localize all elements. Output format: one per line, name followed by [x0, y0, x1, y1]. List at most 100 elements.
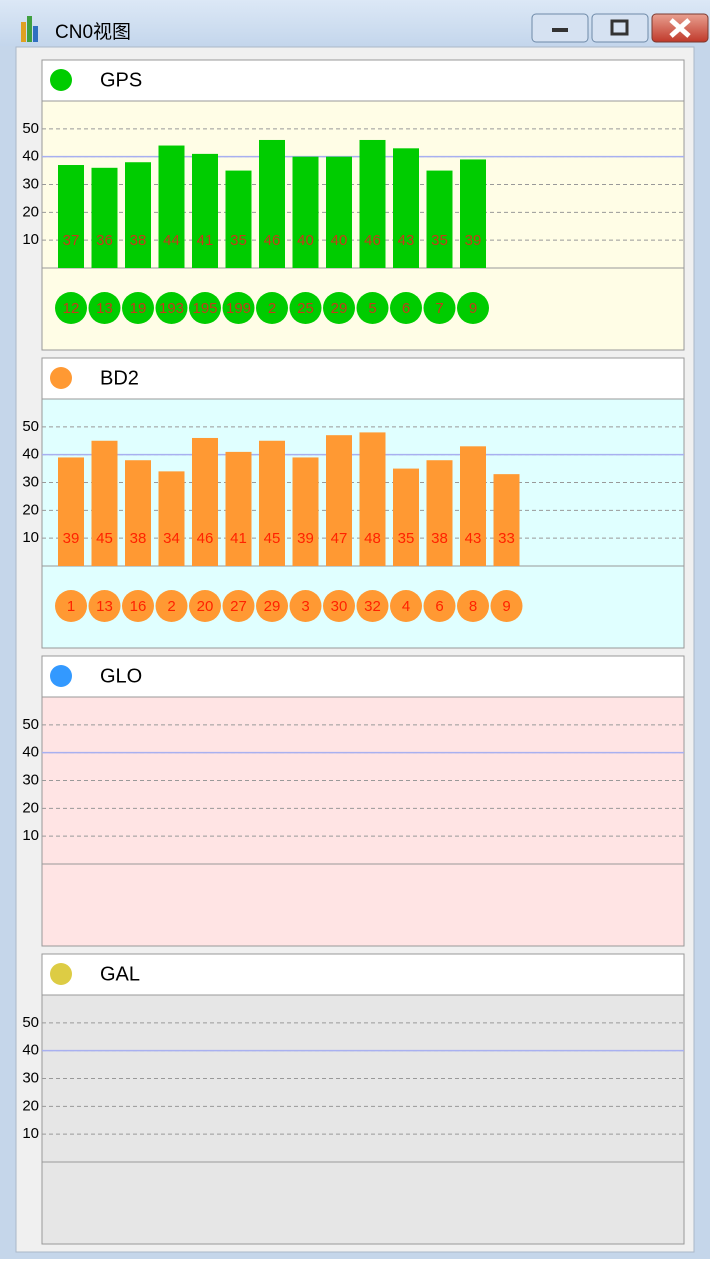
- legend-dot: [50, 963, 72, 985]
- header: [41, 655, 685, 698]
- value-label: 45: [264, 530, 281, 547]
- y-tick-label: 10: [22, 1125, 39, 1142]
- value-label: 38: [431, 530, 448, 547]
- legend-dot: [50, 367, 72, 389]
- value-label: 43: [398, 232, 415, 249]
- value-label: 39: [297, 530, 314, 547]
- y-tick-label: 30: [22, 175, 39, 192]
- legend-dot: [50, 69, 72, 91]
- close-icon: [669, 18, 691, 38]
- bar: [359, 139, 386, 268]
- y-tick-label: 10: [22, 231, 39, 248]
- bar: [158, 145, 185, 268]
- window-title: CN0视图: [55, 21, 131, 43]
- bar: [259, 139, 285, 268]
- x-tick-label: 4: [402, 598, 410, 615]
- bar: [326, 435, 352, 566]
- satellite-badge: [289, 590, 322, 622]
- value-label: 46: [364, 232, 381, 249]
- x-tick-label: 5: [368, 300, 376, 317]
- legend-label: GAL: [100, 963, 140, 985]
- satellite-badge: [88, 292, 121, 324]
- satellite-badge: [323, 292, 355, 324]
- x-tick-label: 6: [402, 300, 410, 317]
- y-tick-label: 50: [22, 716, 39, 733]
- satellite-badge: [490, 590, 523, 622]
- bar: [393, 468, 419, 566]
- bar: [225, 451, 252, 566]
- bar: [259, 440, 285, 566]
- value-label: 35: [431, 232, 448, 249]
- value-label: 40: [297, 232, 314, 249]
- x-tick-label: 2: [268, 300, 276, 317]
- bar: [125, 460, 151, 566]
- bar: [58, 165, 84, 268]
- bar: [192, 153, 218, 268]
- bar: [125, 162, 151, 268]
- plot-area: [41, 994, 685, 1245]
- x-tick-label: 195: [192, 300, 217, 317]
- satellite-badge: [423, 590, 456, 622]
- value-label: 36: [96, 232, 113, 249]
- maximize-icon: [610, 19, 629, 36]
- satellite-badge: [155, 590, 188, 622]
- bar: [91, 167, 118, 268]
- satellite-badge: [323, 590, 355, 622]
- bar: [58, 457, 84, 566]
- value-label: 41: [230, 530, 247, 547]
- y-tick-label: 40: [22, 446, 39, 463]
- value-label: 44: [163, 232, 180, 249]
- bar: [460, 159, 486, 268]
- value-label: 38: [130, 232, 147, 249]
- x-tick-label: 9: [502, 598, 510, 615]
- y-tick-label: 40: [22, 744, 39, 761]
- x-tick-label: 29: [264, 598, 281, 615]
- value-label: 46: [197, 530, 214, 547]
- maximize-button[interactable]: [591, 13, 649, 43]
- satellite-badge: [88, 590, 121, 622]
- y-tick-label: 40: [22, 148, 39, 165]
- x-tick-label: 3: [301, 598, 309, 615]
- satellite-badge: [356, 292, 389, 324]
- satellite-badge: [55, 292, 87, 324]
- bar: [326, 156, 352, 268]
- value-label: 48: [364, 530, 381, 547]
- bar: [393, 148, 419, 268]
- satellite-badge: [256, 292, 288, 324]
- bar: [460, 446, 486, 566]
- y-tick-label: 10: [22, 827, 39, 844]
- satellite-badge: [457, 292, 489, 324]
- x-tick-label: 27: [230, 598, 247, 615]
- x-tick-label: 13: [96, 300, 113, 317]
- satellite-badge: [423, 292, 456, 324]
- legend-label: BD2: [100, 367, 139, 389]
- bar: [359, 432, 386, 566]
- x-tick-label: 9: [469, 300, 477, 317]
- bar: [91, 440, 118, 566]
- bar: [158, 471, 185, 566]
- satellite-badge: [457, 590, 489, 622]
- x-tick-label: 29: [331, 300, 348, 317]
- y-tick-label: 20: [22, 799, 39, 816]
- y-tick-label: 50: [22, 120, 39, 137]
- value-label: 41: [197, 232, 214, 249]
- y-tick-label: 20: [22, 1097, 39, 1114]
- bar: [225, 170, 252, 268]
- x-tick-label: 13: [96, 598, 113, 615]
- value-label: 43: [465, 530, 482, 547]
- header: [41, 953, 685, 996]
- y-tick-label: 30: [22, 1069, 39, 1086]
- y-tick-label: 20: [22, 203, 39, 220]
- charts: GPS1020304050371236133819441934119535199…: [22, 59, 685, 1245]
- x-tick-label: 12: [63, 300, 80, 317]
- satellite-badge: [289, 292, 322, 324]
- satellite-badge: [155, 292, 188, 324]
- x-tick-label: 6: [435, 598, 443, 615]
- legend-dot: [50, 665, 72, 687]
- satellite-badge: [356, 590, 389, 622]
- value-label: 46: [264, 232, 281, 249]
- bar: [426, 170, 453, 268]
- bar: [192, 437, 218, 566]
- value-label: 45: [96, 530, 113, 547]
